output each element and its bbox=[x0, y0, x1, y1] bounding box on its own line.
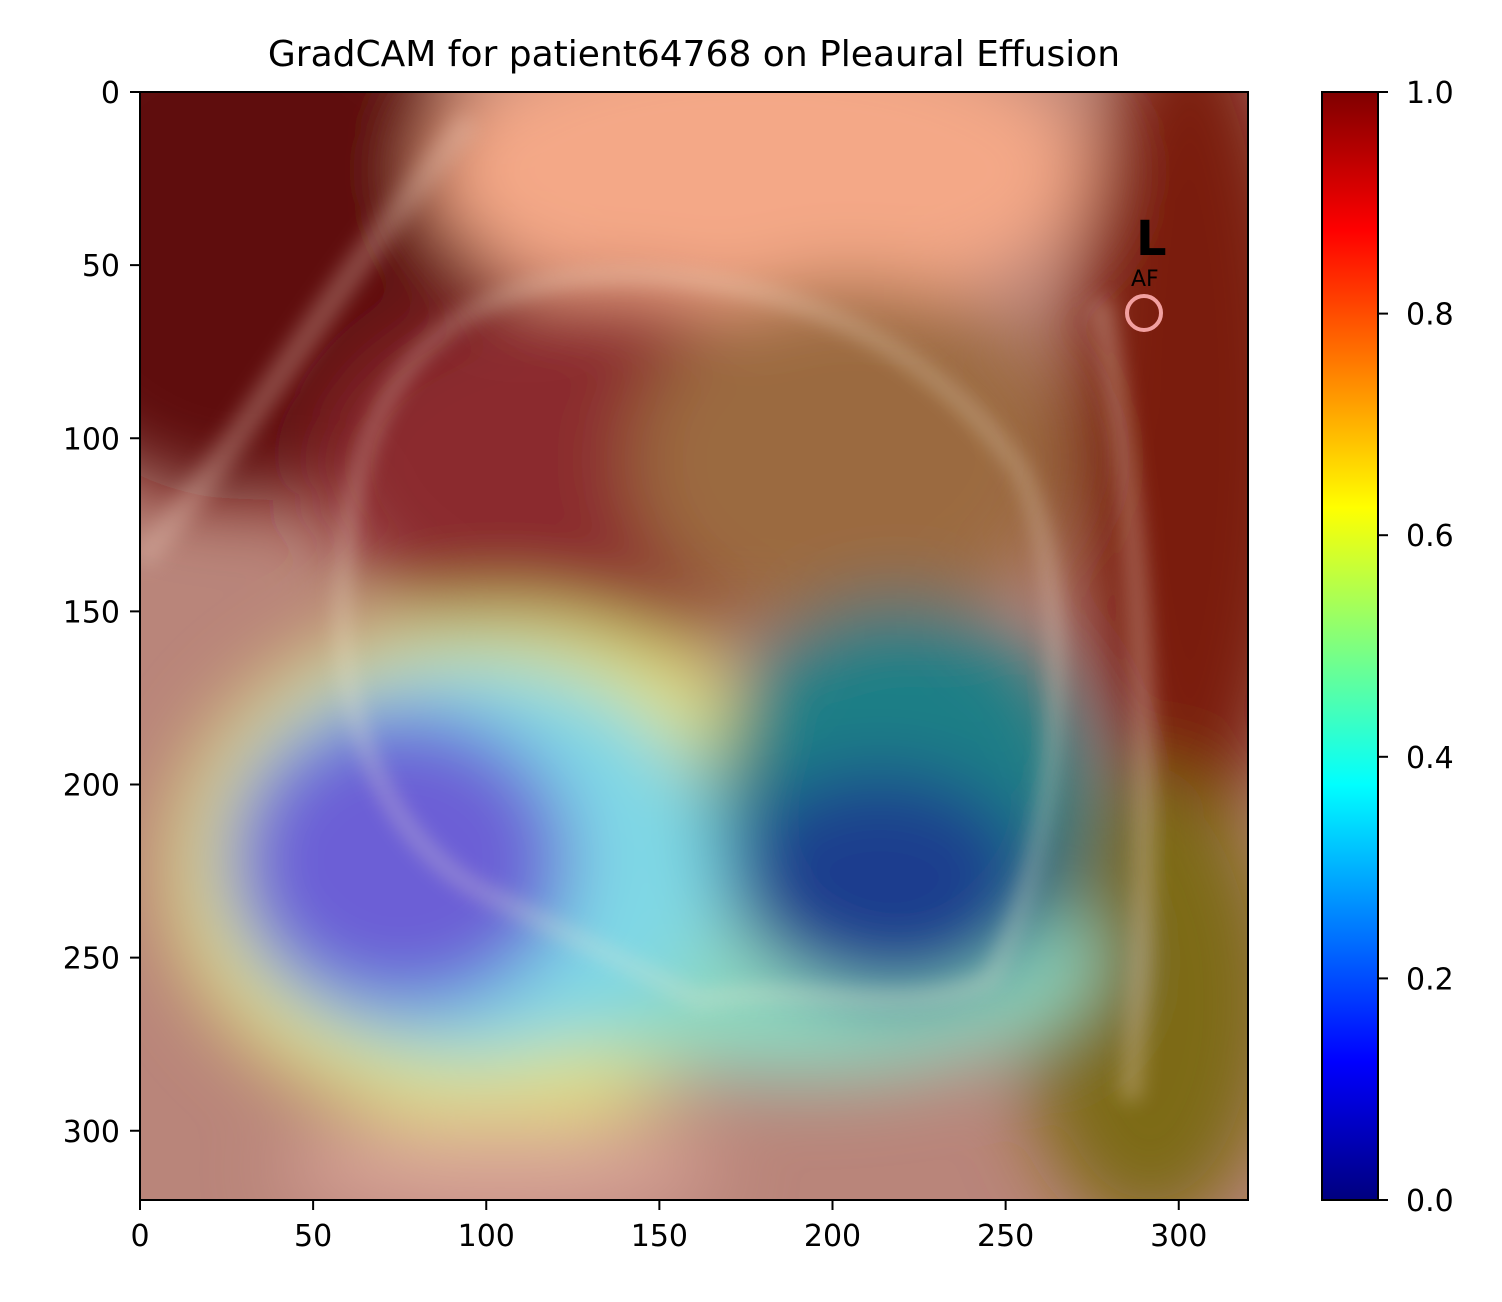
overlay-text-l: L bbox=[1136, 211, 1167, 267]
x-tick-label: 150 bbox=[631, 1219, 688, 1254]
y-tick-label: 100 bbox=[63, 422, 120, 457]
colorbar bbox=[1321, 91, 1379, 1201]
cold-region-lower-anterior bbox=[230, 710, 570, 1010]
y-tick-label: 150 bbox=[63, 595, 120, 630]
warm-region-right-lung bbox=[630, 280, 1070, 640]
y-axis: 0 50 100 150 200 250 300 bbox=[63, 76, 140, 1150]
x-tick-label: 0 bbox=[130, 1219, 149, 1254]
colorbar-tick-label: 0.8 bbox=[1406, 298, 1454, 333]
colorbar-axis: 0.0 0.2 0.4 0.6 0.8 1.0 bbox=[1378, 76, 1454, 1219]
y-tick-label: 250 bbox=[63, 942, 120, 977]
y-tick-label: 300 bbox=[63, 1115, 120, 1150]
x-axis: 0 50 100 150 200 250 300 bbox=[130, 1200, 1207, 1254]
x-tick-label: 250 bbox=[977, 1219, 1034, 1254]
overlay-marker-circle bbox=[1125, 294, 1163, 332]
anatomy-shading bbox=[140, 112, 1155, 1101]
x-tick-label: 300 bbox=[1150, 1219, 1207, 1254]
y-tick-label: 0 bbox=[101, 76, 120, 111]
x-tick-label: 200 bbox=[804, 1219, 861, 1254]
hot-region-right-border bbox=[1070, 92, 1248, 840]
warm-region-bottom-center bbox=[280, 1120, 720, 1200]
x-tick-label: 50 bbox=[294, 1219, 332, 1254]
colorbar-tick-label: 1.0 bbox=[1406, 76, 1454, 111]
colorbar-tick-label: 0.0 bbox=[1406, 1184, 1454, 1219]
heatmap-image: L AF bbox=[140, 92, 1248, 1200]
plot-frame bbox=[139, 91, 1249, 1201]
y-tick-label: 200 bbox=[63, 769, 120, 804]
overlay-text-af: AF bbox=[1131, 267, 1159, 292]
colorbar-tick-label: 0.6 bbox=[1406, 519, 1454, 554]
hot-region-top-center bbox=[430, 92, 1090, 320]
chart-title: GradCAM for patient64768 on Pleaural Eff… bbox=[268, 34, 1120, 75]
cold-region-posterior-base bbox=[730, 770, 1030, 990]
heatmap-blobs bbox=[140, 92, 1248, 1200]
y-tick-label: 50 bbox=[82, 249, 120, 284]
colorbar-tick-label: 0.2 bbox=[1406, 962, 1454, 997]
colorbar-tick-label: 0.4 bbox=[1406, 741, 1454, 776]
x-tick-label: 100 bbox=[458, 1219, 515, 1254]
